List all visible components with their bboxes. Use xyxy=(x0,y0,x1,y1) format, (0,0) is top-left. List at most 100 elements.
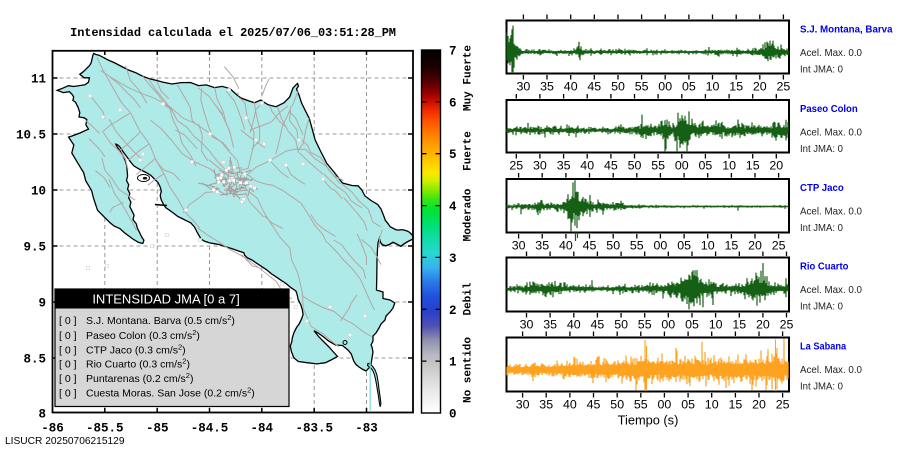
svg-text:[ 0 ]: [ 0 ] xyxy=(59,330,77,342)
svg-text:00: 00 xyxy=(654,238,668,252)
svg-text:15: 15 xyxy=(725,238,739,252)
svg-text:50: 50 xyxy=(606,238,620,252)
svg-text:25: 25 xyxy=(509,158,523,172)
svg-text:CTP Jaco: CTP Jaco xyxy=(800,183,844,194)
svg-text:Muy Fuerte: Muy Fuerte xyxy=(463,45,475,111)
svg-text:40: 40 xyxy=(559,238,573,252)
svg-text:55: 55 xyxy=(651,158,665,172)
svg-text:00: 00 xyxy=(658,397,672,411)
svg-text:05: 05 xyxy=(685,317,699,331)
svg-text:20: 20 xyxy=(753,79,767,93)
svg-text:30: 30 xyxy=(520,317,534,331)
svg-text:30: 30 xyxy=(512,238,526,252)
svg-text:50: 50 xyxy=(614,317,628,331)
svg-text:45: 45 xyxy=(604,158,618,172)
svg-text:05: 05 xyxy=(677,238,691,252)
svg-text:30: 30 xyxy=(516,397,530,411)
svg-text:50: 50 xyxy=(611,79,625,93)
svg-text:35: 35 xyxy=(557,158,571,172)
svg-text:15: 15 xyxy=(746,158,760,172)
svg-text:30: 30 xyxy=(517,79,531,93)
svg-text:25: 25 xyxy=(777,79,791,93)
svg-text:0: 0 xyxy=(449,408,457,422)
svg-text:05: 05 xyxy=(699,158,713,172)
svg-text:S.J. Montana. Barva (0.5 cm/s2: S.J. Montana. Barva (0.5 cm/s2) xyxy=(86,313,235,327)
svg-text:Int JMA: 0: Int JMA: 0 xyxy=(800,301,843,312)
svg-text:45: 45 xyxy=(587,79,601,93)
svg-text:1: 1 xyxy=(449,356,457,370)
svg-text:50: 50 xyxy=(628,158,642,172)
svg-text:Acel. Max. 0.0: Acel. Max. 0.0 xyxy=(800,128,862,139)
svg-text:LISUCR 20250706215129: LISUCR 20250706215129 xyxy=(5,436,125,447)
svg-text:-83: -83 xyxy=(355,422,378,436)
svg-text:45: 45 xyxy=(591,317,605,331)
svg-text:9: 9 xyxy=(38,297,46,311)
svg-text:Rio Cuarto (0.3 cm/s2): Rio Cuarto (0.3 cm/s2) xyxy=(86,357,190,371)
svg-text:55: 55 xyxy=(635,79,649,93)
svg-text:Rio Cuarto: Rio Cuarto xyxy=(800,262,848,273)
svg-text:[ 0 ]: [ 0 ] xyxy=(59,315,77,327)
svg-text:50: 50 xyxy=(610,397,624,411)
svg-text:Acel. Max. 0.0: Acel. Max. 0.0 xyxy=(800,207,862,218)
svg-text:[ 0 ]: [ 0 ] xyxy=(59,359,77,371)
svg-text:Int JMA: 0: Int JMA: 0 xyxy=(800,144,843,155)
svg-text:10: 10 xyxy=(31,185,46,199)
svg-text:CTP Jaco (0.3 cm/s2): CTP Jaco (0.3 cm/s2) xyxy=(86,342,186,356)
svg-text:Paseo Colon (0.3 cm/s2): Paseo Colon (0.3 cm/s2) xyxy=(86,328,200,342)
svg-text:Intensidad calculada el 2025/0: Intensidad calculada el 2025/07/06_03:51… xyxy=(70,26,396,40)
svg-text:-84: -84 xyxy=(251,422,274,436)
svg-text:INTENSIDAD JMA [0 a 7]: INTENSIDAD JMA [0 a 7] xyxy=(92,292,239,307)
svg-text:00: 00 xyxy=(675,158,689,172)
svg-text:15: 15 xyxy=(732,317,746,331)
svg-text:40: 40 xyxy=(580,158,594,172)
svg-text:Tiempo (s): Tiempo (s) xyxy=(618,413,679,428)
svg-text:Acel. Max. 0.0: Acel. Max. 0.0 xyxy=(800,365,862,376)
svg-text:10: 10 xyxy=(706,79,720,93)
svg-text:8.5: 8.5 xyxy=(23,353,46,367)
svg-text:40: 40 xyxy=(563,397,577,411)
svg-text:40: 40 xyxy=(564,79,578,93)
svg-text:10.5: 10.5 xyxy=(16,129,46,143)
svg-text:25: 25 xyxy=(776,397,790,411)
svg-text:10: 10 xyxy=(709,317,723,331)
svg-text:10: 10 xyxy=(722,158,736,172)
svg-text:Acel. Max. 0.0: Acel. Max. 0.0 xyxy=(800,285,862,296)
svg-text:00: 00 xyxy=(658,79,672,93)
svg-text:45: 45 xyxy=(587,397,601,411)
svg-text:Int JMA: 0: Int JMA: 0 xyxy=(800,64,843,75)
svg-text:Acel. Max. 0.0: Acel. Max. 0.0 xyxy=(800,48,862,59)
svg-text:-85.5: -85.5 xyxy=(86,422,124,436)
svg-text:05: 05 xyxy=(681,397,695,411)
svg-text:-84.5: -84.5 xyxy=(191,422,229,436)
svg-text:No sentido: No sentido xyxy=(463,337,475,403)
svg-text:3: 3 xyxy=(449,252,457,266)
svg-text:45: 45 xyxy=(583,238,597,252)
svg-text:Moderado: Moderado xyxy=(463,188,475,241)
svg-text:11: 11 xyxy=(31,73,46,87)
svg-text:10: 10 xyxy=(705,397,719,411)
svg-text:35: 35 xyxy=(540,79,554,93)
svg-text:20: 20 xyxy=(752,397,766,411)
svg-text:6: 6 xyxy=(449,96,457,110)
svg-text:35: 35 xyxy=(539,397,553,411)
svg-text:8: 8 xyxy=(38,408,46,422)
svg-text:25: 25 xyxy=(780,317,794,331)
svg-text:40: 40 xyxy=(567,317,581,331)
svg-text:35: 35 xyxy=(543,317,557,331)
svg-text:-85: -85 xyxy=(146,422,169,436)
svg-text:9.5: 9.5 xyxy=(23,241,46,255)
svg-text:Fuerte: Fuerte xyxy=(463,131,475,171)
svg-text:30: 30 xyxy=(533,158,547,172)
svg-text:20: 20 xyxy=(756,317,770,331)
svg-text:Paseo Colon: Paseo Colon xyxy=(800,104,858,115)
svg-text:7: 7 xyxy=(449,45,457,59)
svg-text:[ 0 ]: [ 0 ] xyxy=(59,344,77,356)
svg-text:35: 35 xyxy=(535,238,549,252)
svg-text:Int JMA: 0: Int JMA: 0 xyxy=(800,223,843,234)
svg-text:05: 05 xyxy=(682,79,696,93)
svg-text:La Sabana: La Sabana xyxy=(800,342,846,353)
svg-text:2: 2 xyxy=(449,304,457,318)
svg-text:Puntarenas (0.2 cm/s2): Puntarenas (0.2 cm/s2) xyxy=(86,371,193,385)
svg-text:55: 55 xyxy=(630,238,644,252)
svg-text:15: 15 xyxy=(729,397,743,411)
